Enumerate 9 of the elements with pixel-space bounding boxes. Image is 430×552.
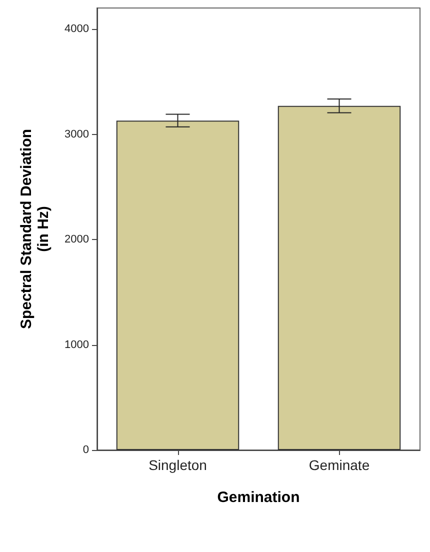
x-tick-label: Geminate xyxy=(308,457,370,473)
y-axis-title: Spectral Standard Deviation (in Hz) xyxy=(18,128,52,330)
y-tick-label: 0 xyxy=(82,444,89,456)
y-tick-label: 4000 xyxy=(64,23,89,36)
x-axis-title: Gemination xyxy=(217,489,300,506)
y-tick-label: 3000 xyxy=(64,128,89,140)
y-tick-label: 2000 xyxy=(64,234,89,246)
x-tick-label: Singleton xyxy=(148,457,207,473)
y-tick-label: 1000 xyxy=(64,338,89,351)
